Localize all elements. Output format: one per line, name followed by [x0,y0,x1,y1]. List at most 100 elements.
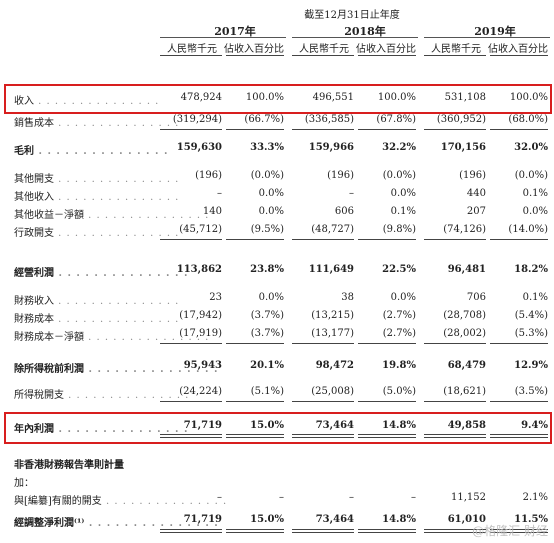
cell-rmb: (18,621) [443,386,486,397]
subtotal-rule [490,129,548,130]
row-label-text: 銷售成本 [14,118,54,129]
period-header: 截至12月31日止年度 [304,10,400,21]
cell-rmb: (319,294) [172,114,222,125]
header-rule [358,55,416,56]
leader-dots: . . . . . . . . . . . . . . . [64,390,190,401]
year-2018: 2018年 [344,25,386,38]
leader-dots: . . . . . . . . . . . . . . . [54,296,180,307]
leader-dots: . . . . . . . . . . . . . . . [84,518,219,529]
cell-rmb: 207 [466,206,486,217]
leader-dots: . . . . . . . . . . . . . . . [54,118,180,129]
double-rule [292,434,354,438]
cell-rmb: (360,952) [436,114,486,125]
cell-rmb: (13,215) [311,310,354,321]
cell-pct: 14.8% [382,420,416,431]
row-cost-of-sales: 銷售成本 . . . . . . . . . . . . . . . (319,2… [0,112,554,129]
cell-pct: 32.2% [382,142,416,153]
row-label-text: 除所得稅前利潤 [14,364,84,375]
subtotal-rule [226,129,284,130]
cell-rmb: – [217,492,222,503]
cell-rmb: 68,479 [447,360,486,371]
cell-pct: 0.1% [522,188,548,199]
cell-pct: (9.8%) [382,224,416,235]
row-label-text: 行政開支 [14,228,54,239]
non-hkfrs-heading: 非香港財務報告準則計量 [14,460,124,471]
cell-rmb: 440 [466,188,486,199]
cell-pct: (2.7%) [382,328,416,339]
double-rule [424,434,486,438]
subtotal-rule [292,343,354,344]
double-rule [490,529,548,533]
row-label: 銷售成本 . . . . . . . . . . . . . . . [14,114,179,129]
row-gross-profit: 毛利 . . . . . . . . . . . . . . . 159,630 3… [0,140,554,157]
double-rule [358,529,416,533]
row-finance-income: 財務收入 . . . . . . . . . . . . . . . 23 0.0%… [0,290,554,307]
leader-dots: . . . . . . . . . . . . . . . [34,146,169,157]
cell-rmb: (196) [327,170,354,181]
cell-pct: (14.0%) [508,224,548,235]
row-label: 財務收入 . . . . . . . . . . . . . . . [14,292,179,307]
cell-pct: (5.3%) [514,328,548,339]
row-label: 年內利潤 . . . . . . . . . . . . . . . [14,420,188,435]
subtotal-rule [358,401,416,402]
leader-dots: . . . . . . . . . . . . . . . [54,192,180,203]
cell-pct: 19.8% [382,360,416,371]
cell-rmb: 531,108 [444,92,486,103]
row-label: 經營利潤 . . . . . . . . . . . . . . . [14,264,188,279]
row-operating-profit: 經營利潤 . . . . . . . . . . . . . . . 113,86… [0,262,554,279]
row-label-text: 經調整淨利潤⁽¹⁾ [14,518,85,529]
row-admin-expenses: 行政開支 . . . . . . . . . . . . . . . (45,71… [0,222,554,239]
cell-rmb: (13,177) [311,328,354,339]
row-income-tax: 所得稅開支 . . . . . . . . . . . . . . . (24,2… [0,384,554,401]
row-label: 其他收入 . . . . . . . . . . . . . . . [14,188,179,203]
subtotal-rule [160,343,222,344]
cell-pct: (0.0%) [250,170,284,181]
row-label: 其他收益－淨額 . . . . . . . . . . . . . . . [14,206,209,221]
cell-rmb: – [349,188,354,199]
cell-rmb: 49,858 [447,420,486,431]
subtotal-rule [490,343,548,344]
subtotal-rule [424,343,486,344]
row-label: 毛利 . . . . . . . . . . . . . . . [14,142,168,157]
row-profit-for-year: 年內利潤 . . . . . . . . . . . . . . . 71,719… [0,418,554,435]
cell-pct: (68.0%) [508,114,548,125]
cell-pct: 32.0% [514,142,548,153]
cell-pct: 100.0% [509,92,548,103]
leader-dots: . . . . . . . . . . . . . . . [84,210,210,221]
cell-pct: 23.8% [250,264,284,275]
cell-rmb: 61,010 [447,514,486,525]
row-label-text: 所得稅開支 [14,390,64,401]
cell-rmb: 111,649 [308,264,354,275]
row-label: 財務成本－淨額 . . . . . . . . . . . . . . . [14,328,209,343]
subtotal-rule [292,129,354,130]
row-label-text: 財務成本－淨額 [14,332,84,343]
cell-rmb: 496,551 [312,92,354,103]
cell-pct: 0.0% [258,292,284,303]
double-rule [160,529,222,533]
double-rule [424,529,486,533]
row-label-text: 經營利潤 [14,268,54,279]
leader-dots: . . . . . . . . . . . . . . . [84,364,219,375]
cell-pct: 33.3% [250,142,284,153]
cell-rmb: 159,630 [176,142,222,153]
row-finance-costs: 財務成本 . . . . . . . . . . . . . . . (17,94… [0,308,554,325]
cell-pct: 100.0% [245,92,284,103]
row-adjusted-net-profit: 經調整淨利潤⁽¹⁾ . . . . . . . . . . . . . . .7… [0,512,554,529]
cell-pct: 15.0% [250,420,284,431]
cell-rmb: (28,002) [443,328,486,339]
row-label: 財務成本 . . . . . . . . . . . . . . . [14,310,179,325]
row-label-text: 其他收入 [14,192,54,203]
year-underline [292,37,418,38]
revenue-highlight-box [4,84,552,114]
cell-pct: 11.5% [514,514,548,525]
cell-pct: 0.0% [390,292,416,303]
cell-rmb: (45,712) [179,224,222,235]
row-other-expenses: 其他開支 . . . . . . . . . . . . . . . (196) (… [0,168,554,185]
header-rule [226,55,284,56]
row-label: 與[編纂]有關的開支 . . . . . . . . . . . . . . . [14,492,227,507]
leader-dots: . . . . . . . . . . . . . . . [54,314,180,325]
cell-pct: 0.0% [522,206,548,217]
cell-rmb: (74,126) [443,224,486,235]
leader-dots: . . . . . . . . . . . . . . . [54,228,180,239]
cell-rmb: 140 [202,206,222,217]
